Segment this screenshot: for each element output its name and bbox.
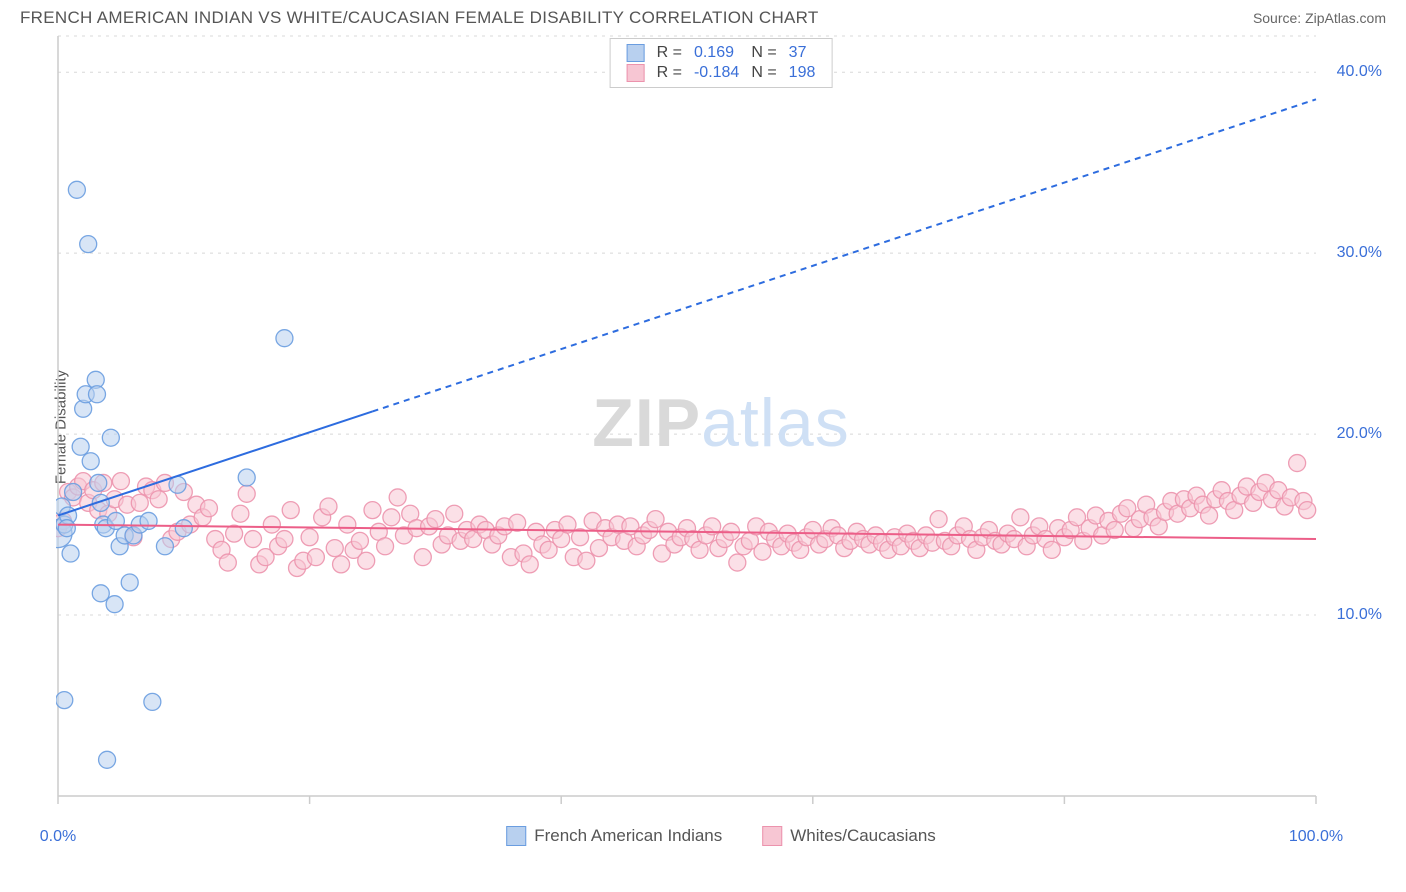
chart-container: Female Disability ZIPatlas R = 0.169 N =… bbox=[0, 32, 1406, 822]
x-tick-label: 0.0% bbox=[40, 828, 76, 846]
legend-bottom-swatch-0 bbox=[506, 826, 526, 846]
legend-stats-box: R = 0.169 N = 37 R = -0.184 N = 198 bbox=[610, 38, 833, 88]
source-link[interactable]: ZipAtlas.com bbox=[1305, 10, 1386, 26]
chart-header: FRENCH AMERICAN INDIAN VS WHITE/CAUCASIA… bbox=[0, 0, 1406, 32]
legend-item-0: French American Indians bbox=[506, 826, 722, 846]
legend-item-1: Whites/Caucasians bbox=[762, 826, 936, 846]
legend-swatch-0 bbox=[627, 44, 645, 62]
r-value-1: -0.184 bbox=[688, 63, 745, 83]
legend-row-series-1: R = -0.184 N = 198 bbox=[621, 63, 822, 83]
y-tick-label: 20.0% bbox=[1337, 425, 1382, 443]
y-tick-label: 10.0% bbox=[1337, 606, 1382, 624]
scatter-plot-svg bbox=[56, 32, 1386, 822]
r-value-0: 0.169 bbox=[688, 43, 745, 63]
n-value-0: 37 bbox=[783, 43, 822, 63]
legend-row-series-0: R = 0.169 N = 37 bbox=[621, 43, 822, 63]
chart-source: Source: ZipAtlas.com bbox=[1253, 10, 1386, 26]
y-tick-label: 30.0% bbox=[1337, 244, 1382, 262]
plot-area: ZIPatlas R = 0.169 N = 37 R = -0.184 N =… bbox=[56, 32, 1386, 822]
y-tick-label: 40.0% bbox=[1337, 63, 1382, 81]
legend-swatch-1 bbox=[627, 64, 645, 82]
chart-title: FRENCH AMERICAN INDIAN VS WHITE/CAUCASIA… bbox=[20, 8, 819, 28]
legend-bottom-swatch-1 bbox=[762, 826, 782, 846]
x-tick-label: 100.0% bbox=[1289, 828, 1343, 846]
n-value-1: 198 bbox=[783, 63, 822, 83]
legend-bottom: French American Indians Whites/Caucasian… bbox=[506, 826, 936, 846]
